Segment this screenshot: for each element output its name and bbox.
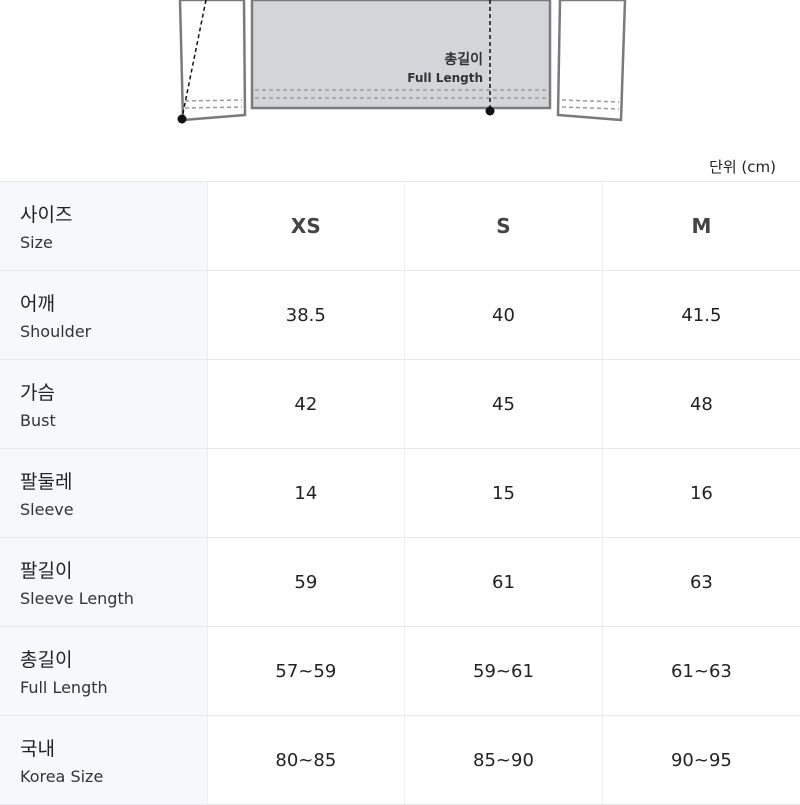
row-label-en: Sleeve Length (20, 589, 134, 608)
row-label-ko: 팔길이 (20, 560, 73, 582)
table-row: 팔둘레 Sleeve 14 15 16 (0, 448, 800, 538)
table-cell: 48 (601, 359, 800, 449)
garment-diagram: 총길이 Full Length (177, 0, 627, 124)
table-cell: 61 (404, 537, 603, 627)
row-label-ko: 팔둘레 (20, 471, 73, 493)
row-label-en: Shoulder (20, 322, 92, 341)
measure-point (177, 114, 187, 124)
table-cell: 41.5 (601, 270, 800, 360)
row-label-ko: 국내 (20, 738, 55, 760)
table-cell: 38.5 (206, 270, 405, 360)
measure-point (485, 106, 495, 116)
table-cell: 59~61 (404, 626, 603, 716)
table-row: 팔길이 Sleeve Length 59 61 63 (0, 537, 800, 627)
table-cell: 61~63 (601, 626, 800, 716)
table-cell: 45 (404, 359, 603, 449)
left-sleeve (178, 0, 247, 122)
size-table: 사이즈 Size XS S M 어깨 Shoulder 38.5 40 41.5 가슴 Bus… (0, 181, 800, 805)
table-row: 어깨 Shoulder 38.5 40 41.5 (0, 270, 800, 360)
row-label-en: Full Length (20, 678, 108, 697)
table-cell: 80~85 (206, 715, 405, 805)
right-sleeve (556, 0, 627, 122)
row-label-en: Size (20, 233, 53, 252)
table-header-row: 사이즈 Size XS S M (0, 181, 800, 271)
row-label-ko: 사이즈 (20, 204, 73, 226)
row-label-ko: 총길이 (20, 649, 73, 671)
body (250, 0, 552, 110)
unit-label: 단위 (cm) (709, 158, 776, 176)
size-header: S (404, 181, 603, 271)
row-label-ko: 어깨 (20, 293, 55, 315)
table-cell: 85~90 (404, 715, 603, 805)
table-row: 국내 Korea Size 80~85 85~90 90~95 (0, 715, 800, 805)
table-cell: 15 (404, 448, 603, 538)
table-row: 가슴 Bust 42 45 48 (0, 359, 800, 449)
size-header: XS (206, 181, 405, 271)
diagram-label-en: Full Length (407, 71, 483, 85)
table-cell: 59 (206, 537, 405, 627)
row-label-ko: 가슴 (20, 382, 55, 404)
table-cell: 57~59 (206, 626, 405, 716)
row-label-en: Bust (20, 411, 56, 430)
table-row: 총길이 Full Length 57~59 59~61 61~63 (0, 626, 800, 716)
table-cell: 40 (404, 270, 603, 360)
table-cell: 63 (601, 537, 800, 627)
size-header: M (601, 181, 800, 271)
table-cell: 42 (206, 359, 405, 449)
table-cell: 16 (601, 448, 800, 538)
table-cell: 14 (206, 448, 405, 538)
row-label-en: Korea Size (20, 767, 104, 786)
diagram-label-ko: 총길이 (444, 51, 483, 68)
table-cell: 90~95 (601, 715, 800, 805)
row-label-en: Sleeve (20, 500, 74, 519)
